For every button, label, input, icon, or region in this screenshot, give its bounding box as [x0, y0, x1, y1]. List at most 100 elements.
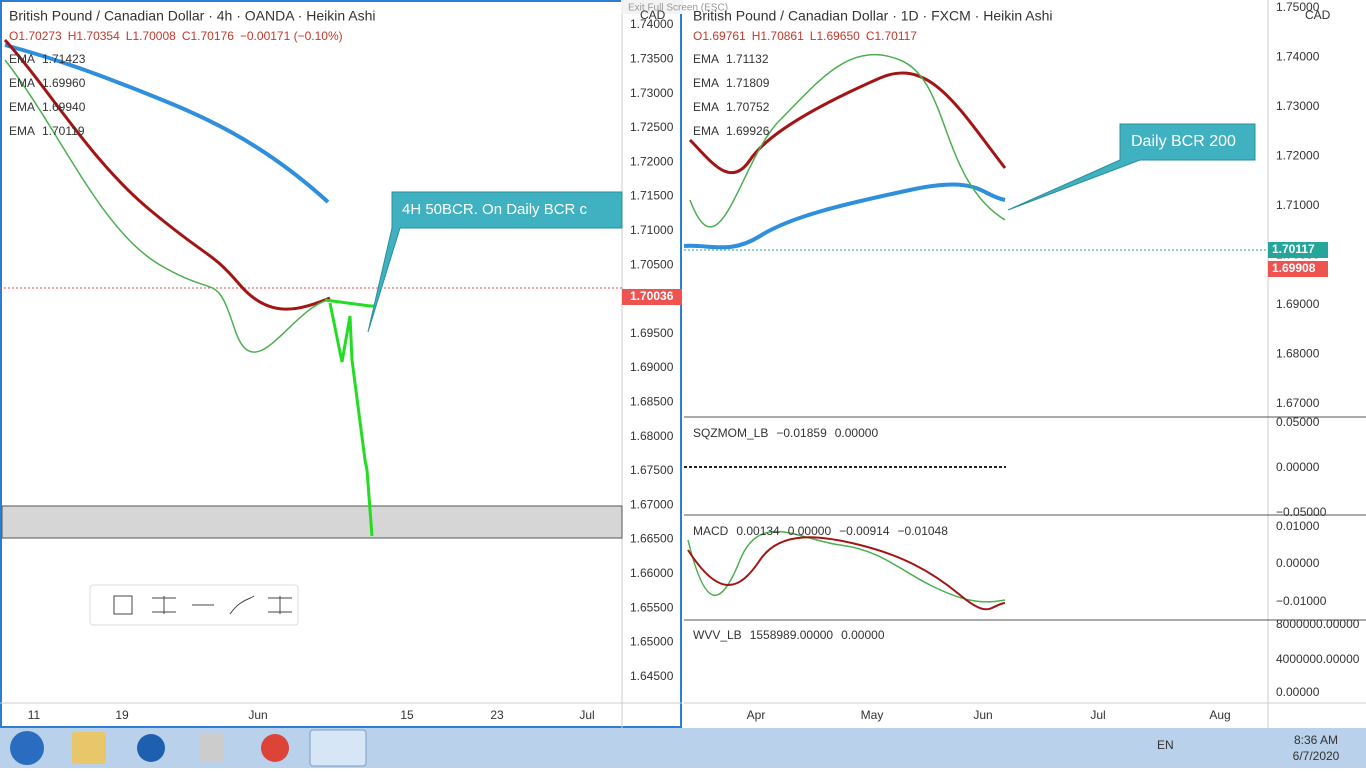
price-axis-label: 1.66000 — [630, 566, 674, 580]
time-axis-label: Jul — [579, 708, 594, 722]
time-axis-label: 11 — [28, 708, 41, 722]
price-axis-label: 1.68000 — [630, 429, 674, 443]
price-axis-label: 1.74000 — [1276, 50, 1320, 64]
exit-fs[interactable] — [621, 0, 683, 14]
ohlc-value: C1.70117 — [866, 29, 917, 43]
price-axis-label: 1.71000 — [630, 223, 674, 237]
time-axis-label: Jun — [973, 708, 992, 722]
price-tag — [1268, 242, 1328, 258]
ema-value: 1.71132 — [726, 52, 769, 66]
ema-label: EMA — [693, 100, 719, 114]
ohlc-value: O1.70273 — [9, 29, 62, 43]
callout-box — [367, 191, 623, 333]
time-axis-label: 23 — [490, 708, 504, 722]
ema-value: 1.70119 — [42, 124, 85, 138]
price-axis-label: 1.71000 — [1276, 198, 1320, 212]
range-tool[interactable] — [268, 596, 292, 614]
pane-value: 0.00134 — [736, 524, 780, 538]
pane-value: −0.01048 — [898, 524, 949, 538]
price-axis-label: 1.65500 — [630, 600, 674, 614]
ema-label: EMA — [9, 124, 35, 138]
app-calculator[interactable] — [200, 734, 224, 762]
pane-axis-label: 0.00000 — [1276, 685, 1320, 699]
fib-tool[interactable] — [152, 596, 176, 614]
currency: CAD — [1305, 8, 1331, 22]
brush-tool[interactable] — [229, 595, 255, 615]
clock-time: 8:36 AM — [1294, 733, 1338, 747]
right-panel — [684, 0, 1366, 728]
app-tradingview[interactable] — [309, 729, 367, 767]
price-axis-label: 1.68500 — [630, 394, 674, 408]
exit-fullscreen[interactable]: Exit Full Screen (ESC) — [628, 3, 728, 14]
time-axis-label: Jul — [1090, 708, 1105, 722]
ema-label: EMA — [9, 76, 35, 90]
callout-box — [1007, 123, 1256, 211]
time-axis-label: Apr — [747, 708, 766, 722]
ema-label: EMA — [693, 52, 719, 66]
signal-line — [687, 536, 1006, 611]
price-axis-label: 1.70500 — [630, 257, 674, 271]
callout-text: Daily BCR 200 — [1131, 133, 1236, 150]
pane-name: MACD — [693, 524, 729, 538]
price-tag — [622, 289, 682, 305]
pane-axis-label: 0.00000 — [1276, 460, 1320, 474]
price-axis-label: 1.72000 — [1276, 149, 1320, 163]
price-axis-label: 1.69500 — [630, 326, 674, 340]
ohlc-value: −0.00171 (−0.10%) — [240, 29, 343, 43]
time-axis-label: 15 — [400, 708, 414, 722]
app-chrome[interactable] — [261, 734, 289, 762]
price-axis-label: 1.73000 — [630, 86, 674, 100]
ema-value: 1.69940 — [42, 100, 86, 114]
pane-value: 1558989.00000 — [750, 628, 834, 642]
time-axis-label: Aug — [1209, 708, 1230, 722]
start-button[interactable] — [10, 731, 44, 765]
price-tag-label: 1.69908 — [1272, 261, 1316, 275]
ema-label: EMA — [693, 76, 719, 90]
pane-axis-label: 8000000.00000 — [1276, 617, 1360, 631]
ema-line — [4, 43, 330, 204]
chart-title: British Pound / Canadian Dollar · 1D · F… — [693, 8, 1052, 24]
pane-axis-label: −0.05000 — [1276, 505, 1327, 519]
callout-text: 4H 50BCR. On Daily BCR c — [402, 201, 588, 218]
ohlc-value: H1.70861 — [752, 29, 804, 43]
ohlc-value: L1.69650 — [810, 29, 860, 43]
ema-value: 1.69960 — [42, 76, 86, 90]
price-axis-label: 1.64500 — [630, 669, 674, 683]
ema-line — [688, 71, 1007, 175]
ema-line — [683, 182, 1006, 250]
app-help[interactable] — [137, 734, 165, 762]
ohlc-value: C1.70176 — [182, 29, 234, 43]
app-explorer[interactable] — [72, 732, 106, 764]
ema-label: EMA — [693, 124, 719, 138]
ema-label: EMA — [9, 100, 35, 114]
ema-value: 1.71423 — [42, 52, 86, 66]
price-axis-label: 1.74000 — [630, 17, 674, 31]
time-axis-label: 19 — [115, 708, 129, 722]
pane-axis-label: 0.01000 — [1276, 519, 1320, 533]
pane-name: SQZMOM_LB — [693, 426, 768, 440]
ema-value: 1.71809 — [726, 76, 770, 90]
pane-axis-label: 0.00000 — [1276, 556, 1320, 570]
price-axis-label: 1.75000 — [1276, 0, 1320, 14]
rect-tool[interactable] — [113, 595, 133, 615]
currency: CAD — [640, 8, 666, 22]
zone-box — [1, 505, 623, 539]
ohlc-value: L1.70008 — [126, 29, 176, 43]
price-axis-label: 1.71500 — [630, 189, 674, 203]
pane-axis-label: 4000000.00000 — [1276, 652, 1360, 666]
pane-value: 0.00000 — [835, 426, 879, 440]
price-tag-label: 1.70036 — [630, 289, 674, 303]
pane-value: 0.00000 — [841, 628, 885, 642]
price-axis-label: 1.68000 — [1276, 347, 1320, 361]
pane-axis-label: 0.05000 — [1276, 415, 1320, 429]
pane-value: 0.00000 — [788, 524, 832, 538]
macd-line — [687, 530, 1006, 603]
taskbar — [0, 728, 1366, 768]
price-axis-label: 1.73500 — [630, 51, 674, 65]
ema-line — [689, 54, 1006, 228]
price-axis-label: 1.67500 — [630, 463, 674, 477]
price-axis-label: 1.67000 — [630, 497, 674, 511]
pane-name: WVV_LB — [693, 628, 742, 642]
pane-value: −0.01859 — [776, 426, 827, 440]
